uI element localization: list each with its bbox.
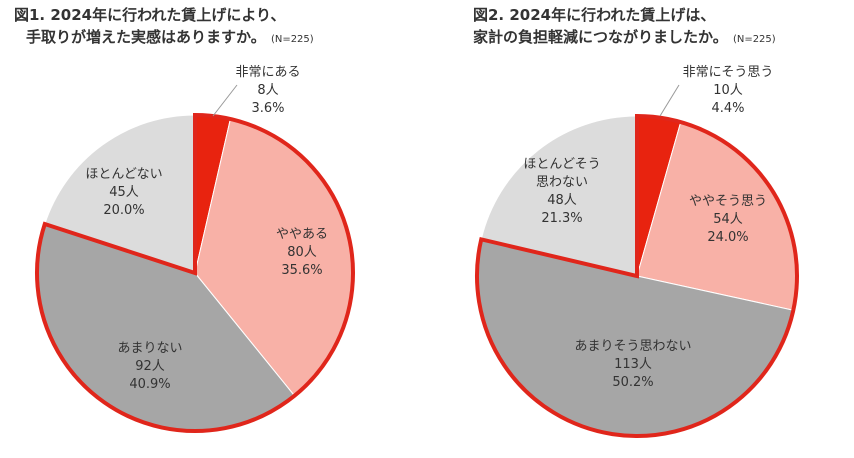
pie1-slice-2-name: ややある: [276, 227, 328, 242]
pie-chart-2: 非常にそう思う 10人 4.4% ややそう思う 54人 24.0% あまりそう思わない 113…: [475, 65, 799, 438]
pie1-slice-4-count: 45人: [109, 185, 139, 200]
figure2-sample-size: (N=225): [732, 34, 776, 45]
pie1-slice-3-percent: 40.9%: [129, 377, 170, 392]
pie1-slice-2-percent: 35.6%: [281, 263, 322, 278]
figure1-title-line1: 図1. 2024年に行われた賃上げにより、: [14, 6, 286, 24]
pie1-leader-line: [212, 84, 238, 117]
pie1-label-4: ほとんどない 45人 20.0%: [85, 167, 162, 218]
pie1-slice-3-name: あまりない: [117, 341, 182, 356]
pie2-slice-4-name: 思わない: [536, 175, 588, 190]
pie2-highlight-outline: [475, 113, 799, 438]
pie1-highlight-outline: [35, 112, 355, 433]
pie1-label-2: ややある 80人 35.6%: [276, 227, 328, 278]
pie2-slice-4-percent: 21.3%: [541, 211, 582, 226]
pie2-label-2: ややそう思う 54人 24.0%: [689, 194, 767, 245]
pie1-slice-4-percent: 20.0%: [103, 203, 144, 218]
figure1-sample-size: (N=225): [270, 34, 314, 45]
pie2-label-1: 非常にそう思う 10人 4.4%: [683, 65, 774, 116]
pie1-slice-2-count: 80人: [287, 245, 317, 260]
pie2-leader-line: [659, 84, 680, 117]
pie2-slice-3-percent: 50.2%: [612, 375, 653, 390]
figure2-title-line2: 家計の負担軽減につながりましたか。 (N=225): [473, 28, 776, 49]
pie2-slice-4-name: ほとんどそう: [523, 157, 600, 172]
pie1-label-3: あまりない 92人 40.9%: [117, 341, 182, 392]
figure2-title-text: 家計の負担軽減につながりましたか。: [473, 28, 728, 46]
pie2-slice-2-percent: 24.0%: [707, 230, 748, 245]
pie2-slice-3-count: 113人: [614, 357, 652, 372]
pie2-slice-1-name: 非常にそう思う: [683, 65, 774, 80]
pie1-slice-1-percent: 3.6%: [251, 101, 284, 116]
pie2-label-3: あまりそう思わない 113人 50.2%: [574, 339, 691, 390]
pie2-slice-2-name: ややそう思う: [689, 194, 767, 209]
pie2-slice-2-count: 54人: [713, 212, 743, 227]
pie1-slice-1-count: 8人: [257, 83, 278, 98]
pie1-slice-3-count: 92人: [135, 359, 165, 374]
figure1-title-text: 手取りが増えた実感はありますか。: [26, 28, 266, 46]
pie1-slice-1-name: 非常にある: [235, 65, 300, 80]
figure2-title-line1: 図2. 2024年に行われた賃上げは、: [473, 6, 716, 24]
pie2-label-4: ほとんどそう思わない 48人 21.3%: [523, 157, 600, 226]
pie1-slice-4-name: ほとんどない: [85, 167, 162, 182]
pie1-label-1: 非常にある 8人 3.6%: [235, 65, 300, 116]
pie2-slice-1-count: 10人: [713, 83, 743, 98]
figure1-title-line2: 手取りが増えた実感はありますか。 (N=225): [26, 28, 314, 49]
pie2-slice-4-count: 48人: [547, 193, 577, 208]
pie2-slice-4: [480, 115, 638, 277]
pie2-slice-3-name: あまりそう思わない: [574, 339, 691, 354]
pie-chart-1: 非常にある 8人 3.6% ややある 80人 35.6% あまりない 92人 40.9% ほとんど…: [35, 65, 355, 433]
pie1-slice-4: [44, 114, 196, 274]
pie2-slice-1-percent: 4.4%: [711, 101, 744, 116]
